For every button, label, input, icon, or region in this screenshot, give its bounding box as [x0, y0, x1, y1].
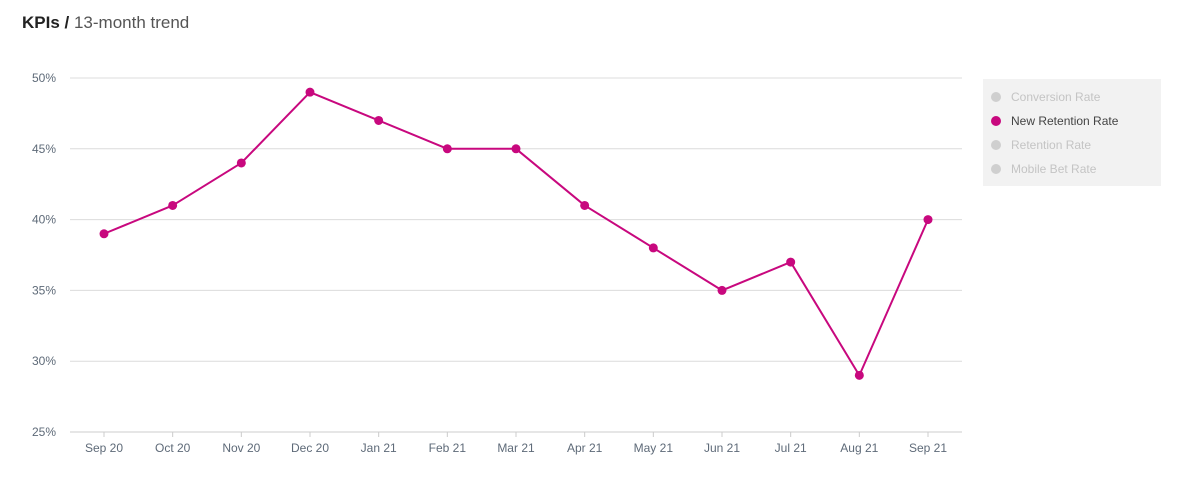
- legend-dot-icon: [991, 140, 1001, 150]
- legend-dot-icon: [991, 92, 1001, 102]
- y-tick-label: 50%: [32, 71, 56, 85]
- y-tick-label: 40%: [32, 213, 56, 227]
- data-point[interactable]: [580, 200, 590, 210]
- x-tick-label: May 21: [634, 441, 674, 455]
- data-point[interactable]: [168, 200, 178, 210]
- legend-dot-icon: [991, 116, 1001, 126]
- data-point[interactable]: [923, 215, 933, 225]
- data-point[interactable]: [854, 370, 864, 380]
- x-tick-label: Oct 20: [155, 441, 191, 455]
- x-tick-label: Jul 21: [775, 441, 807, 455]
- x-tick-label: Sep 20: [85, 441, 123, 455]
- data-point[interactable]: [374, 115, 384, 125]
- data-point[interactable]: [786, 257, 796, 267]
- y-tick-label: 45%: [32, 142, 56, 156]
- data-point[interactable]: [511, 144, 521, 154]
- x-tick-label: Feb 21: [429, 441, 467, 455]
- legend-item[interactable]: Retention Rate: [991, 137, 1091, 153]
- chart-subtitle: 13-month trend: [73, 13, 190, 32]
- data-point[interactable]: [442, 144, 452, 154]
- legend-item[interactable]: New Retention Rate: [991, 113, 1118, 129]
- x-tick-label: Jun 21: [704, 441, 740, 455]
- legend-label: Conversion Rate: [1011, 90, 1101, 104]
- legend-label: Mobile Bet Rate: [1011, 162, 1097, 176]
- data-point[interactable]: [648, 243, 658, 253]
- x-tick-label: Aug 21: [840, 441, 878, 455]
- series-line: [103, 91, 929, 377]
- y-tick-label: 35%: [32, 283, 56, 297]
- data-point[interactable]: [305, 87, 315, 97]
- x-tick-label: Apr 21: [567, 441, 603, 455]
- legend-item[interactable]: Conversion Rate: [991, 89, 1100, 105]
- x-tick-label: Sep 21: [909, 441, 947, 455]
- legend-label: Retention Rate: [1011, 138, 1092, 152]
- title-separator: /: [59, 13, 74, 32]
- data-point[interactable]: [717, 285, 727, 295]
- x-tick-label: Mar 21: [497, 441, 535, 455]
- chart-header: KPIs / 13-month trend: [22, 13, 189, 33]
- x-tick-label: Nov 20: [222, 441, 260, 455]
- y-tick-label: 25%: [32, 425, 56, 439]
- legend: Conversion Rate New Retention Rate Retenti…: [983, 79, 1161, 186]
- data-point[interactable]: [236, 158, 246, 168]
- x-tick-label: Jan 21: [361, 441, 397, 455]
- y-tick-label: 30%: [32, 354, 56, 368]
- legend-label: New Retention Rate: [1011, 114, 1119, 128]
- chart-title: KPIs: [22, 13, 60, 32]
- legend-item[interactable]: Mobile Bet Rate: [991, 161, 1096, 177]
- x-tick-label: Dec 20: [291, 441, 329, 455]
- data-point[interactable]: [99, 229, 109, 239]
- legend-dot-icon: [991, 164, 1001, 174]
